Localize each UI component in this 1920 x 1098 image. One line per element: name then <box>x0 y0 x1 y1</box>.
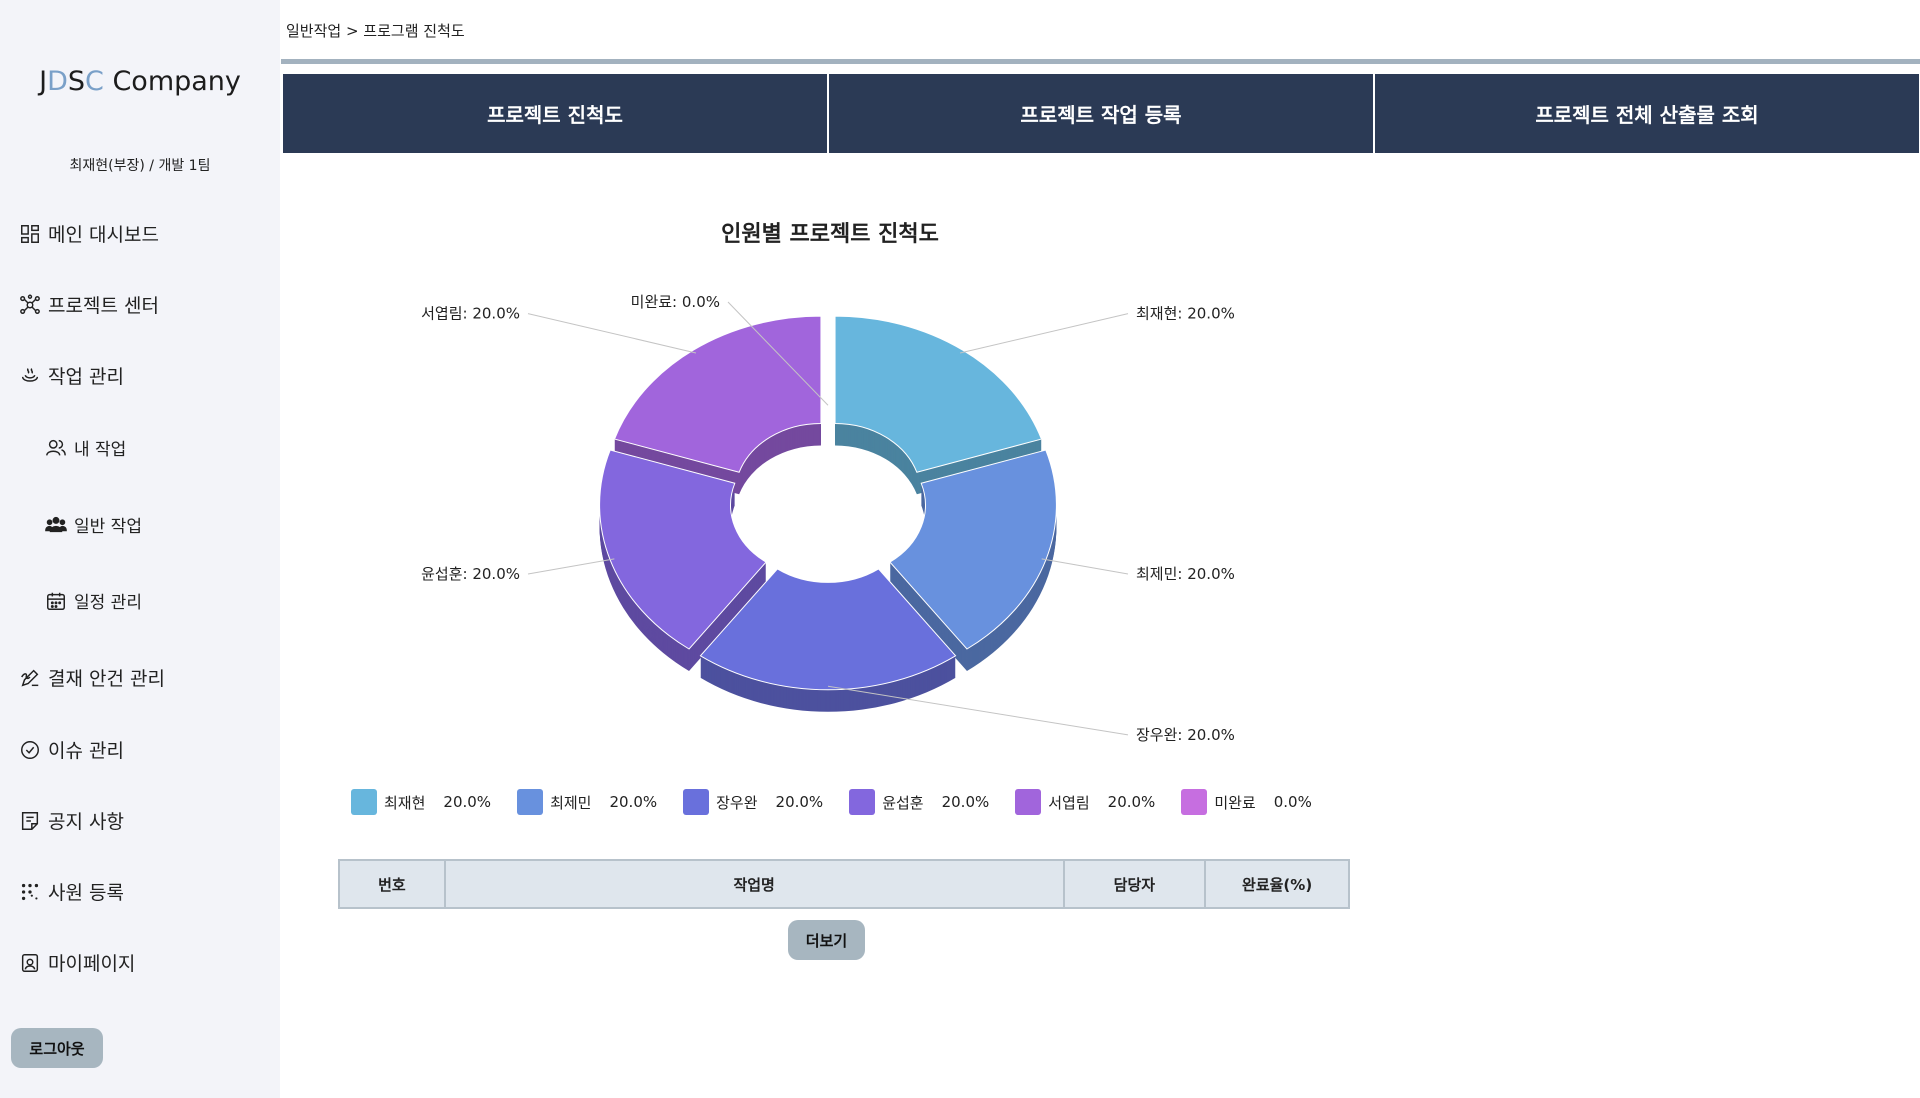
table-header-row: 번호 작업명 담당자 완료율(%) <box>338 859 1350 909</box>
pie-label-2: 장우완: 20.0% <box>1136 726 1235 744</box>
legend-name: 미완료 <box>1214 793 1256 812</box>
legend-value: 20.0% <box>1107 793 1156 811</box>
legend-value: 20.0% <box>443 793 492 811</box>
sidebar-item-label: 마이페이지 <box>48 953 136 975</box>
group-icon <box>44 513 68 537</box>
sidebar-item-mypage[interactable]: 마이페이지 <box>18 949 135 976</box>
tab-bar: 프로젝트 진척도 프로젝트 작업 등록 프로젝트 전체 산출물 조회 <box>283 74 1919 153</box>
header-divider <box>281 59 1920 64</box>
more-button[interactable]: 더보기 <box>788 920 865 960</box>
column-header-assignee[interactable]: 담당자 <box>1062 859 1207 909</box>
users-icon <box>44 436 68 460</box>
legend-item[interactable]: 최재현 20.0% <box>351 789 491 815</box>
sidebar-item-my-tasks[interactable]: 내 작업 <box>44 435 126 460</box>
calendar-icon <box>44 589 68 613</box>
legend-value: 20.0% <box>609 793 658 811</box>
sidebar-item-label: 메인 대시보드 <box>48 224 159 246</box>
column-header-number[interactable]: 번호 <box>338 859 446 909</box>
sidebar-item-label: 공지 사항 <box>48 811 124 833</box>
pie-leader-line-5 <box>727 301 829 406</box>
legend-item[interactable]: 미완료 0.0% <box>1181 789 1312 815</box>
sidebar-item-task-management[interactable]: 작업 관리 <box>18 362 124 389</box>
logout-button[interactable]: 로그아웃 <box>11 1028 103 1068</box>
pie-slice-0 <box>834 315 1043 473</box>
sidebar-item-approval[interactable]: 결재 안건 관리 <box>18 664 165 691</box>
legend-swatch <box>351 789 377 815</box>
legend-name: 장우완 <box>716 793 758 812</box>
company-logo[interactable]: JDSC Company <box>39 66 241 97</box>
legend-value: 0.0% <box>1273 793 1312 811</box>
tab-project-task-registration[interactable]: 프로젝트 작업 등록 <box>829 74 1373 153</box>
legend-name: 윤섭훈 <box>882 793 924 812</box>
pie-slice-4 <box>613 315 822 473</box>
legend-name: 최재현 <box>384 793 426 812</box>
pie-leader-line-1 <box>1041 558 1129 575</box>
legend-swatch <box>517 789 544 815</box>
legend-swatch <box>1181 789 1208 815</box>
task-icon <box>18 364 42 388</box>
legend-value: 20.0% <box>775 793 824 811</box>
sidebar-item-label: 일정 관리 <box>74 593 142 613</box>
chart-title: 인원별 프로젝트 진척도 <box>721 222 939 247</box>
pie-leader-line-4 <box>527 313 697 354</box>
sidebar-item-dashboard[interactable]: 메인 대시보드 <box>18 220 159 247</box>
sidebar-item-label: 일반 작업 <box>74 517 142 537</box>
pie-leader-line-3 <box>527 558 615 575</box>
legend-value: 20.0% <box>941 793 990 811</box>
signature-icon <box>18 666 42 690</box>
pie-slice-2 <box>699 568 957 691</box>
legend-name: 최제민 <box>550 793 592 812</box>
sidebar-item-notices[interactable]: 공지 사항 <box>18 807 124 834</box>
note-icon <box>18 809 42 833</box>
legend-item[interactable]: 장우완 20.0% <box>683 789 823 815</box>
network-icon <box>18 293 42 317</box>
progress-donut-chart: 최재현: 20.0% 최제민: 20.0% 장우완: 20.0% 윤섭훈: 20.0%… <box>421 293 1235 744</box>
task-table: 번호 작업명 담당자 완료율(%) <box>338 859 1350 909</box>
column-header-task-name[interactable]: 작업명 <box>443 859 1065 909</box>
pie-label-0: 최재현: 20.0% <box>1136 305 1235 323</box>
pie-label-3: 윤섭훈: 20.0% <box>421 565 520 583</box>
sidebar-item-label: 이슈 관리 <box>48 740 124 762</box>
dashboard-icon <box>18 222 42 246</box>
pie-leader-line-0 <box>959 313 1129 354</box>
sidebar-item-general-tasks[interactable]: 일반 작업 <box>44 512 142 537</box>
sidebar-item-employee-registration[interactable]: 사원 등록 <box>18 878 124 905</box>
sidebar-item-label: 프로젝트 센터 <box>48 295 159 317</box>
id-badge-icon <box>18 951 42 975</box>
tab-project-progress[interactable]: 프로젝트 진척도 <box>283 74 827 153</box>
column-header-completion-rate[interactable]: 완료율(%) <box>1204 859 1350 909</box>
pie-label-5: 미완료: 0.0% <box>631 293 720 311</box>
check-circle-icon <box>18 738 42 762</box>
legend-item[interactable]: 최제민 20.0% <box>517 789 657 815</box>
pie-leader-line-2 <box>827 685 1129 736</box>
tab-project-deliverables[interactable]: 프로젝트 전체 산출물 조회 <box>1375 74 1919 153</box>
sidebar-item-label: 사원 등록 <box>48 882 124 904</box>
sidebar-item-project-center[interactable]: 프로젝트 센터 <box>18 291 159 318</box>
sidebar-item-label: 결재 안건 관리 <box>48 668 165 690</box>
dots-grid-icon <box>18 880 42 904</box>
legend-item[interactable]: 서엽림 20.0% <box>1015 789 1155 815</box>
sidebar-item-schedule[interactable]: 일정 관리 <box>44 588 142 613</box>
pie-label-4: 서엽림: 20.0% <box>421 305 520 323</box>
legend-name: 서엽림 <box>1048 793 1090 812</box>
sidebar-item-issues[interactable]: 이슈 관리 <box>18 736 124 763</box>
sidebar: JDSC Company 최재현(부장) / 개발 1팀 메인 대시보드 프로젝… <box>0 0 280 1098</box>
sidebar-item-label: 내 작업 <box>74 440 127 460</box>
pie-slice-1 <box>889 449 1057 650</box>
chart-legend: 최재현 20.0% 최제민 20.0% 장우완 20.0% 윤섭훈 20.0% 서엽림 20.0%… <box>351 789 1338 815</box>
sidebar-item-label: 작업 관리 <box>48 366 124 388</box>
breadcrumb: 일반작업 > 프로그램 진척도 <box>286 22 465 40</box>
legend-swatch <box>849 789 876 815</box>
user-info: 최재현(부장) / 개발 1팀 <box>69 158 211 174</box>
legend-item[interactable]: 윤섭훈 20.0% <box>849 789 989 815</box>
legend-swatch <box>683 789 710 815</box>
pie-label-1: 최제민: 20.0% <box>1136 565 1235 583</box>
pie-slice-3 <box>599 449 767 650</box>
legend-swatch <box>1015 789 1042 815</box>
